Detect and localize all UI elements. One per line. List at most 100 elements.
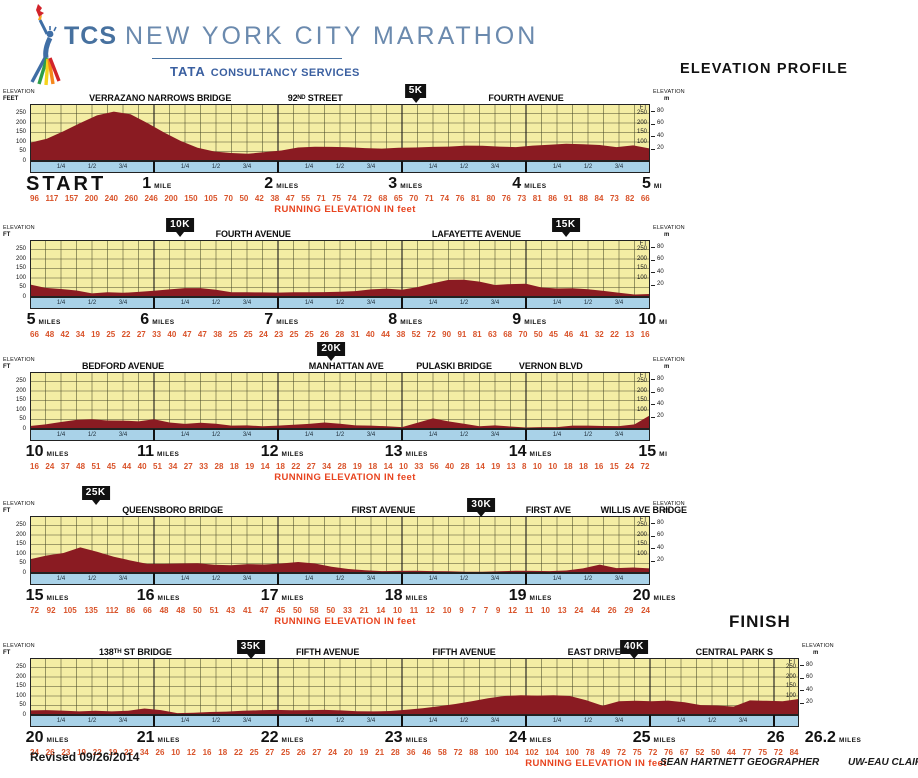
mile-suffix: MILES <box>653 595 676 602</box>
running-elevation-values: 24 26 23 19 22 19 22 34 26 10 12 16 18 22 25 27 25 26 27 24… <box>30 748 799 757</box>
elevation-value: 28 <box>460 462 470 471</box>
quarter-mile-label: 1/4 <box>428 163 438 170</box>
mile-tick: 15 MI <box>638 443 667 461</box>
elevation-value: 11 <box>524 606 534 615</box>
mile-suffix: MILES <box>838 737 862 744</box>
elevation-area-svg <box>30 516 650 573</box>
mile-suffix: MILES <box>38 319 61 326</box>
stripe-yellow <box>44 58 50 86</box>
elevation-value: 23 <box>61 748 71 757</box>
elevation-area <box>30 279 650 297</box>
right-axis-ft-unit: FT <box>639 373 647 379</box>
km-marker-pointer <box>561 232 570 237</box>
elevation-value: 16 <box>30 462 39 471</box>
stripe-blue <box>30 55 48 83</box>
elevation-value: 14 <box>376 606 386 615</box>
quarter-mile-label: 1/4 <box>56 163 66 170</box>
mile-divider <box>525 715 527 727</box>
street-label: FOURTH AVENUE <box>488 93 564 103</box>
elevation-value: 104 <box>545 748 559 757</box>
mile-number: 13 <box>384 443 403 460</box>
elevation-value: 12 <box>508 606 518 615</box>
left-axis-tick: 0 <box>22 293 26 300</box>
right-axis-m-tick: 40 <box>657 544 664 551</box>
quarter-mile-label: 3/4 <box>118 431 128 438</box>
km-marker-pointer <box>246 654 255 659</box>
right-axis-tick-mark <box>800 677 804 679</box>
elevation-area-svg <box>30 372 650 429</box>
km-marker-30k: 30K <box>467 498 496 517</box>
quarter-mile-label: 1/4 <box>304 431 314 438</box>
quarter-mile-label: 1/2 <box>211 717 221 724</box>
street-label: FIRST AVENUE <box>351 505 416 515</box>
elevation-value: 22 <box>233 748 243 757</box>
mile-divider <box>277 429 279 441</box>
left-axis-tick: 50 <box>19 148 26 154</box>
mile-suffix: MILE <box>154 183 172 190</box>
mile-number: 12 <box>260 443 279 460</box>
mile-suffix: MI <box>653 183 663 190</box>
right-axis-ft-tick: 200 <box>636 531 647 538</box>
right-axis-tick-mark <box>651 523 655 525</box>
elevation-value: 72 <box>30 606 39 615</box>
quarter-mile-label: 1/2 <box>583 299 593 306</box>
elevation-plot <box>30 516 650 573</box>
street-label: WILLIS AVE BRIDGE <box>600 505 687 515</box>
right-axis-m-tick: 20 <box>657 557 664 564</box>
street-label: FOURTH AVENUE <box>215 229 291 239</box>
right-axis-elevation-label: ELEVATION <box>802 643 834 649</box>
left-axis-tick: 0 <box>22 711 26 718</box>
mile-suffix: MILES <box>400 319 423 326</box>
quarter-mile-label: 3/4 <box>366 431 376 438</box>
mile-number: 6 <box>140 311 150 328</box>
mile-tick: 13 MILES <box>385 443 428 461</box>
quarter-mile-label: 1/4 <box>552 299 562 306</box>
street-label: MANHATTAN AVE <box>308 361 384 371</box>
right-axis-tick-mark <box>651 404 655 406</box>
elevation-value: 50 <box>292 606 302 615</box>
elevation-value: 58 <box>309 606 319 615</box>
quarter-mile-label: 1/2 <box>335 431 345 438</box>
mile-tick: 3 MILES <box>388 175 422 193</box>
right-axis-ft-tick: 250 <box>636 522 647 528</box>
elevation-value: 18 <box>368 462 378 471</box>
elevation-value: 47 <box>197 330 207 339</box>
elevation-value: 16 <box>640 330 650 339</box>
elevation-value: 50 <box>192 606 202 615</box>
right-axis-tick-mark <box>651 560 655 562</box>
elevation-value: 34 <box>139 748 149 757</box>
elevation-value: 25 <box>228 330 238 339</box>
elevation-value: 52 <box>411 330 421 339</box>
mile-suffix: MILES <box>46 451 69 458</box>
quarter-mile-label: 1/2 <box>583 163 593 170</box>
right-axis-ft-tick: 150 <box>636 129 647 135</box>
elevation-value: 40 <box>167 330 177 339</box>
elevation-value: 19 <box>77 748 86 757</box>
left-axis-elevation-label: ELEVATION <box>3 643 35 649</box>
running-elevation-values: 16 24 37 48 51 45 44 40 51 34 27 33 28 18 19 14 18 22 27 34… <box>30 462 650 471</box>
right-axis-m-tick: 40 <box>657 132 664 139</box>
street-label: VERNON BLVD <box>518 361 583 371</box>
elevation-value: 33 <box>152 330 162 339</box>
elevation-value: 25 <box>243 330 253 339</box>
street-label: 138ᵀᴴ ST BRIDGE <box>98 647 172 657</box>
mile-number: 7 <box>264 311 274 328</box>
left-axis-tick: 0 <box>22 569 26 576</box>
elevation-value: 19 <box>359 748 369 757</box>
right-axis-m-tick: 40 <box>806 686 813 693</box>
elevation-value: 32 <box>594 330 604 339</box>
quarter-mile-label: 1/4 <box>676 717 686 724</box>
right-axis-tick-mark <box>651 391 655 393</box>
mile-number: 20 <box>25 729 44 746</box>
mile-tick: 21 MILES <box>137 729 180 747</box>
elevation-value: 105 <box>63 606 77 615</box>
right-axis-m-unit: m <box>664 364 670 370</box>
elevation-value: 40 <box>365 330 375 339</box>
right-axis-ft-tick: 250 <box>785 664 796 670</box>
quarter-mile-label: 1/4 <box>304 163 314 170</box>
elevation-value: 48 <box>45 330 55 339</box>
right-axis-m-unit: m <box>813 650 819 656</box>
left-axis-unit: FEET <box>3 96 19 102</box>
right-axis-tick-mark <box>651 379 655 381</box>
right-axis-m-tick: 60 <box>657 388 664 395</box>
